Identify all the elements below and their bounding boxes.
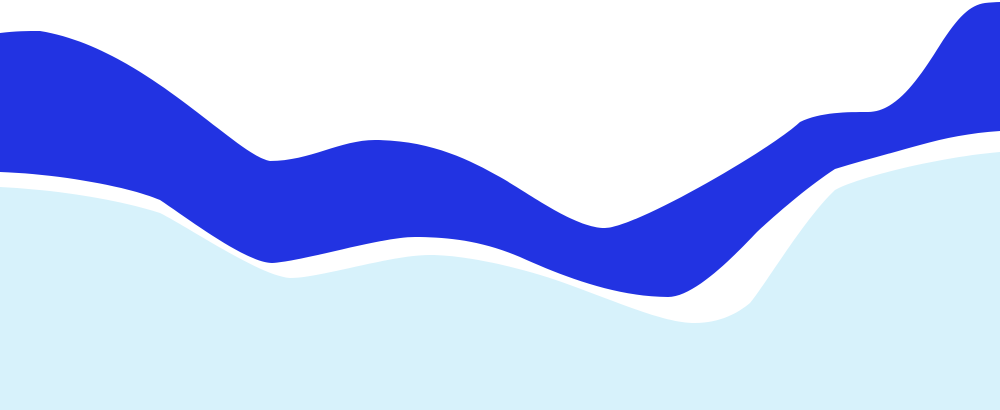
dark-blue-wave: [0, 2, 1000, 297]
light-blue-wave: [0, 152, 1000, 410]
